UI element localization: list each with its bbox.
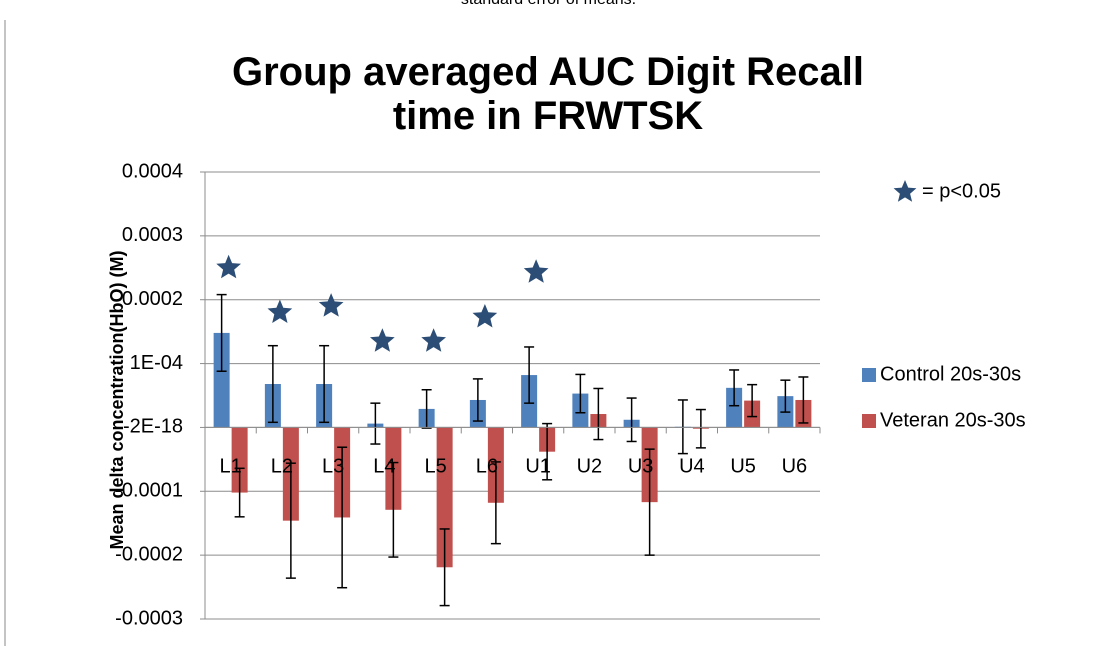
error-bar	[677, 399, 688, 455]
error-bar	[216, 293, 227, 372]
chart-title: Group averaged AUC Digit Recall time in …	[232, 50, 864, 138]
error-bar	[542, 422, 553, 481]
legend-label: Control 20s-30s	[880, 363, 1021, 385]
error-bar	[524, 346, 535, 404]
legend-star	[893, 180, 917, 202]
error-bar	[388, 461, 399, 558]
x-tick-label: L4	[373, 456, 395, 478]
error-bar	[472, 378, 483, 422]
x-tick-label: L3	[322, 456, 344, 478]
x-tick-label: L1	[220, 456, 242, 478]
bar	[436, 427, 453, 568]
y-tick-label: -2E-18	[123, 416, 183, 438]
y-tick-label: 0.0002	[122, 288, 183, 310]
error-bar	[439, 528, 450, 607]
legend-label: Veteran 20s-30s	[880, 409, 1026, 431]
significance-star	[267, 299, 293, 323]
error-bar	[780, 379, 791, 413]
x-tick-label: L6	[476, 456, 498, 478]
y-tick-label: 0.0003	[122, 224, 183, 246]
significance-star	[421, 328, 446, 352]
error-bar	[267, 344, 278, 424]
x-tick-label: U5	[730, 456, 756, 478]
y-axis-label: Mean delta concentration(HbO) (M)	[107, 250, 127, 549]
error-bar	[626, 397, 637, 443]
significance-star	[216, 254, 241, 279]
error-bar	[285, 462, 296, 579]
error-bar	[644, 448, 655, 556]
y-tick-label: -0.0002	[115, 543, 183, 565]
x-tick-label: L2	[271, 456, 293, 478]
x-tick-label: U3	[628, 456, 654, 478]
error-bar	[575, 373, 586, 414]
error-bar	[319, 344, 330, 424]
error-bar	[234, 467, 245, 518]
y-tick-label: -0.0003	[115, 607, 183, 629]
error-bar	[490, 461, 501, 545]
x-tick-label: U4	[679, 456, 705, 478]
x-tick-label: U1	[525, 456, 551, 478]
significance-star	[523, 259, 549, 283]
error-bar	[421, 389, 432, 429]
bar	[231, 427, 248, 493]
error-bar	[729, 369, 740, 407]
significance-star	[472, 304, 498, 328]
y-tick-label: 1E-04	[130, 352, 183, 374]
y-tick-label: -0.0001	[115, 480, 183, 502]
x-tick-label: U2	[577, 456, 603, 478]
y-tick-label: 0.0004	[122, 160, 183, 182]
error-bar	[747, 383, 758, 418]
error-bar	[695, 408, 706, 449]
significance-star	[370, 328, 395, 352]
legend-swatch	[862, 414, 876, 428]
error-bar	[798, 376, 809, 424]
x-tick-label: U6	[782, 456, 808, 478]
error-bar	[593, 387, 604, 441]
error-bar	[370, 402, 381, 445]
legend-label: = p<0.05	[922, 180, 1001, 202]
bar	[213, 332, 230, 428]
error-bar	[337, 446, 348, 589]
legend-swatch	[862, 368, 876, 382]
bar	[726, 387, 743, 428]
caption: standard error of means.	[0, 0, 1097, 9]
significance-star	[318, 293, 344, 317]
x-tick-label: L5	[425, 456, 447, 478]
